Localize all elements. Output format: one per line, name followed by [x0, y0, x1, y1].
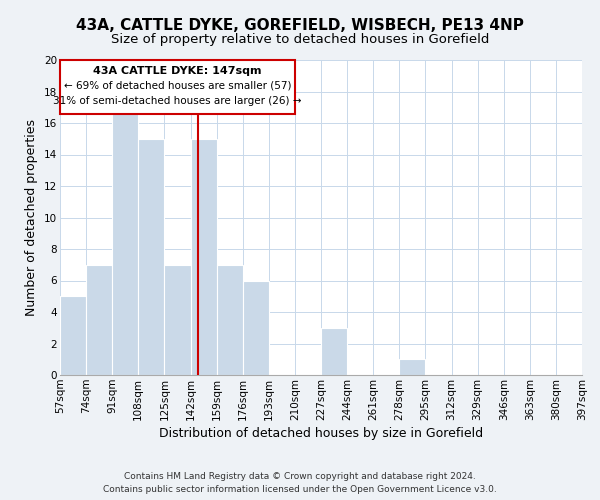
Bar: [86, 265, 112, 375]
Bar: [400, 359, 425, 375]
Text: Contains HM Land Registry data © Crown copyright and database right 2024.
Contai: Contains HM Land Registry data © Crown c…: [103, 472, 497, 494]
X-axis label: Distribution of detached houses by size in Gorefield: Distribution of detached houses by size …: [159, 427, 483, 440]
Bar: [60, 296, 86, 375]
Text: Size of property relative to detached houses in Gorefield: Size of property relative to detached ho…: [111, 32, 489, 46]
Bar: [217, 265, 242, 375]
Text: 43A CATTLE DYKE: 147sqm: 43A CATTLE DYKE: 147sqm: [93, 66, 262, 76]
Bar: [321, 328, 347, 375]
Text: 31% of semi-detached houses are larger (26) →: 31% of semi-detached houses are larger (…: [53, 96, 302, 106]
FancyBboxPatch shape: [60, 60, 295, 114]
Bar: [191, 138, 217, 375]
Bar: [139, 138, 164, 375]
Text: 43A, CATTLE DYKE, GOREFIELD, WISBECH, PE13 4NP: 43A, CATTLE DYKE, GOREFIELD, WISBECH, PE…: [76, 18, 524, 32]
Bar: [164, 265, 191, 375]
Y-axis label: Number of detached properties: Number of detached properties: [25, 119, 38, 316]
Text: ← 69% of detached houses are smaller (57): ← 69% of detached houses are smaller (57…: [64, 80, 291, 90]
Bar: [242, 280, 269, 375]
Bar: [112, 108, 138, 375]
